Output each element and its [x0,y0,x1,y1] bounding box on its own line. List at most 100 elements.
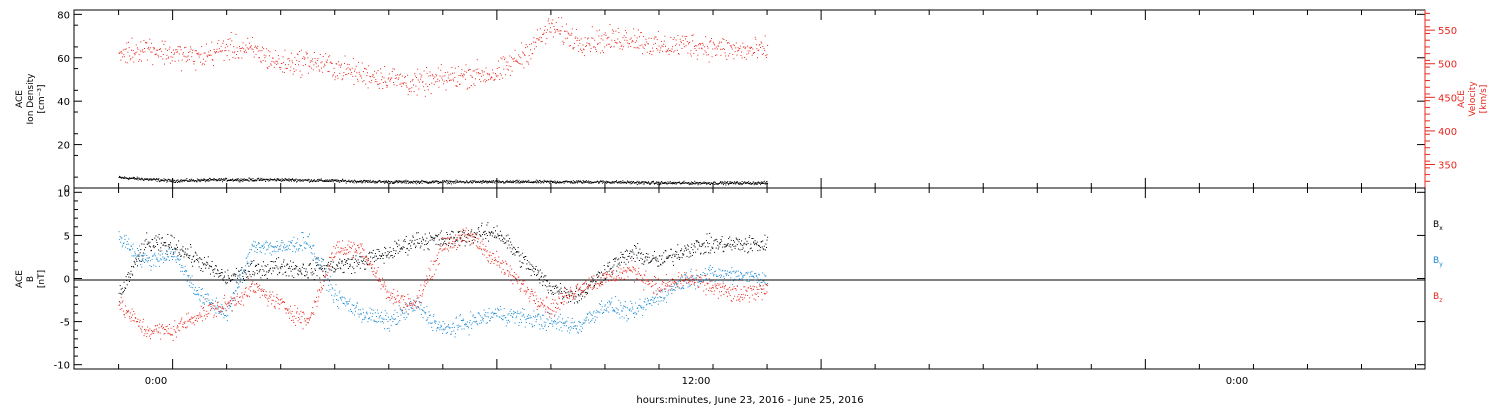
b-point-bx [252,273,254,275]
b-point-bx [648,256,650,258]
density-point [520,181,521,183]
b-point-by [287,245,289,247]
b-point-bx [708,252,710,254]
density-point [453,182,455,184]
density-point [295,178,297,180]
b-point-by [471,327,473,329]
velocity-point [611,29,613,31]
b-point-by [703,280,705,282]
b-point-bz [122,310,124,312]
velocity-point [554,28,556,30]
density-point [726,181,728,183]
b-point-by [404,312,406,314]
b-point-bx [415,245,417,247]
b-point-bx [237,275,239,277]
b-point-by [346,302,348,304]
velocity-point [339,66,341,68]
b-point-bx [704,246,706,248]
density-point [762,181,763,183]
velocity-point [200,53,202,55]
velocity-point [258,57,260,59]
b-point-bx [171,246,172,248]
velocity-point [617,38,619,40]
density-point [563,181,565,182]
b-point-bx [616,270,618,272]
b-point-by [257,243,259,245]
velocity-point [385,82,387,83]
b-point-by [470,311,472,313]
density-point [328,180,330,182]
density-point [536,181,538,183]
b-point-bx [327,261,329,263]
b-point-bx [373,261,375,263]
b-point-bx [526,263,528,265]
velocity-point [350,73,352,75]
b-point-bx [415,247,416,249]
b-point-by [470,324,472,326]
density-point [313,179,315,181]
b-point-by [379,316,381,318]
density-point [343,180,345,182]
density-point [190,178,192,180]
b-point-by [709,270,711,272]
density-point [180,179,182,181]
b-point-by [558,316,560,318]
b-point-bx [135,257,137,259]
velocity-point [436,81,438,82]
velocity-point [626,32,627,34]
density-point [372,180,374,182]
b-point-bx [617,263,619,265]
b-point-bx [214,265,216,267]
b-point-by [197,293,199,295]
b-point-bx [169,244,171,246]
b-point-bx [223,277,225,278]
density-point [590,181,591,183]
b-point-by [474,321,476,323]
b-point-by [257,249,258,250]
b-point-bx [615,258,617,260]
b-point-by [188,285,190,287]
velocity-point [672,46,674,48]
b-point-bx [560,287,562,289]
density-point [265,181,267,182]
b-point-by [411,304,413,306]
density-point [231,179,233,181]
b-point-bx [751,238,753,239]
velocity-point [642,53,643,55]
density-point [693,182,695,184]
b-point-by [260,252,262,254]
density-point [545,180,547,182]
density-point [281,178,283,180]
b-point-by [137,248,138,249]
density-point [140,178,142,180]
b-point-bx [290,260,291,262]
b-point-by [422,309,423,311]
density-point [400,182,402,184]
b-point-by [712,272,714,274]
velocity-point [737,47,739,49]
density-point [385,180,387,182]
density-point [287,180,289,181]
b-point-by [373,319,375,321]
b-point-by [720,276,721,278]
b-point-bx [434,237,436,239]
velocity-point [290,52,292,54]
velocity-point [576,40,578,41]
b-point-by [646,303,648,305]
b-point-bx [253,260,255,262]
velocity-point [502,56,504,58]
b-point-bx [291,265,293,267]
density-point [202,179,204,181]
velocity-point [763,48,765,49]
velocity-point [483,71,485,73]
b-point-bx [558,291,560,293]
b-point-by [486,315,488,317]
b-point-by [590,320,592,322]
b-point-bx [642,258,644,260]
density-point [334,179,336,181]
b-point-bx [535,268,536,270]
velocity-point [171,60,173,62]
b-point-by [379,315,381,316]
b-point-bx [614,260,616,262]
b-point-by [717,279,719,281]
